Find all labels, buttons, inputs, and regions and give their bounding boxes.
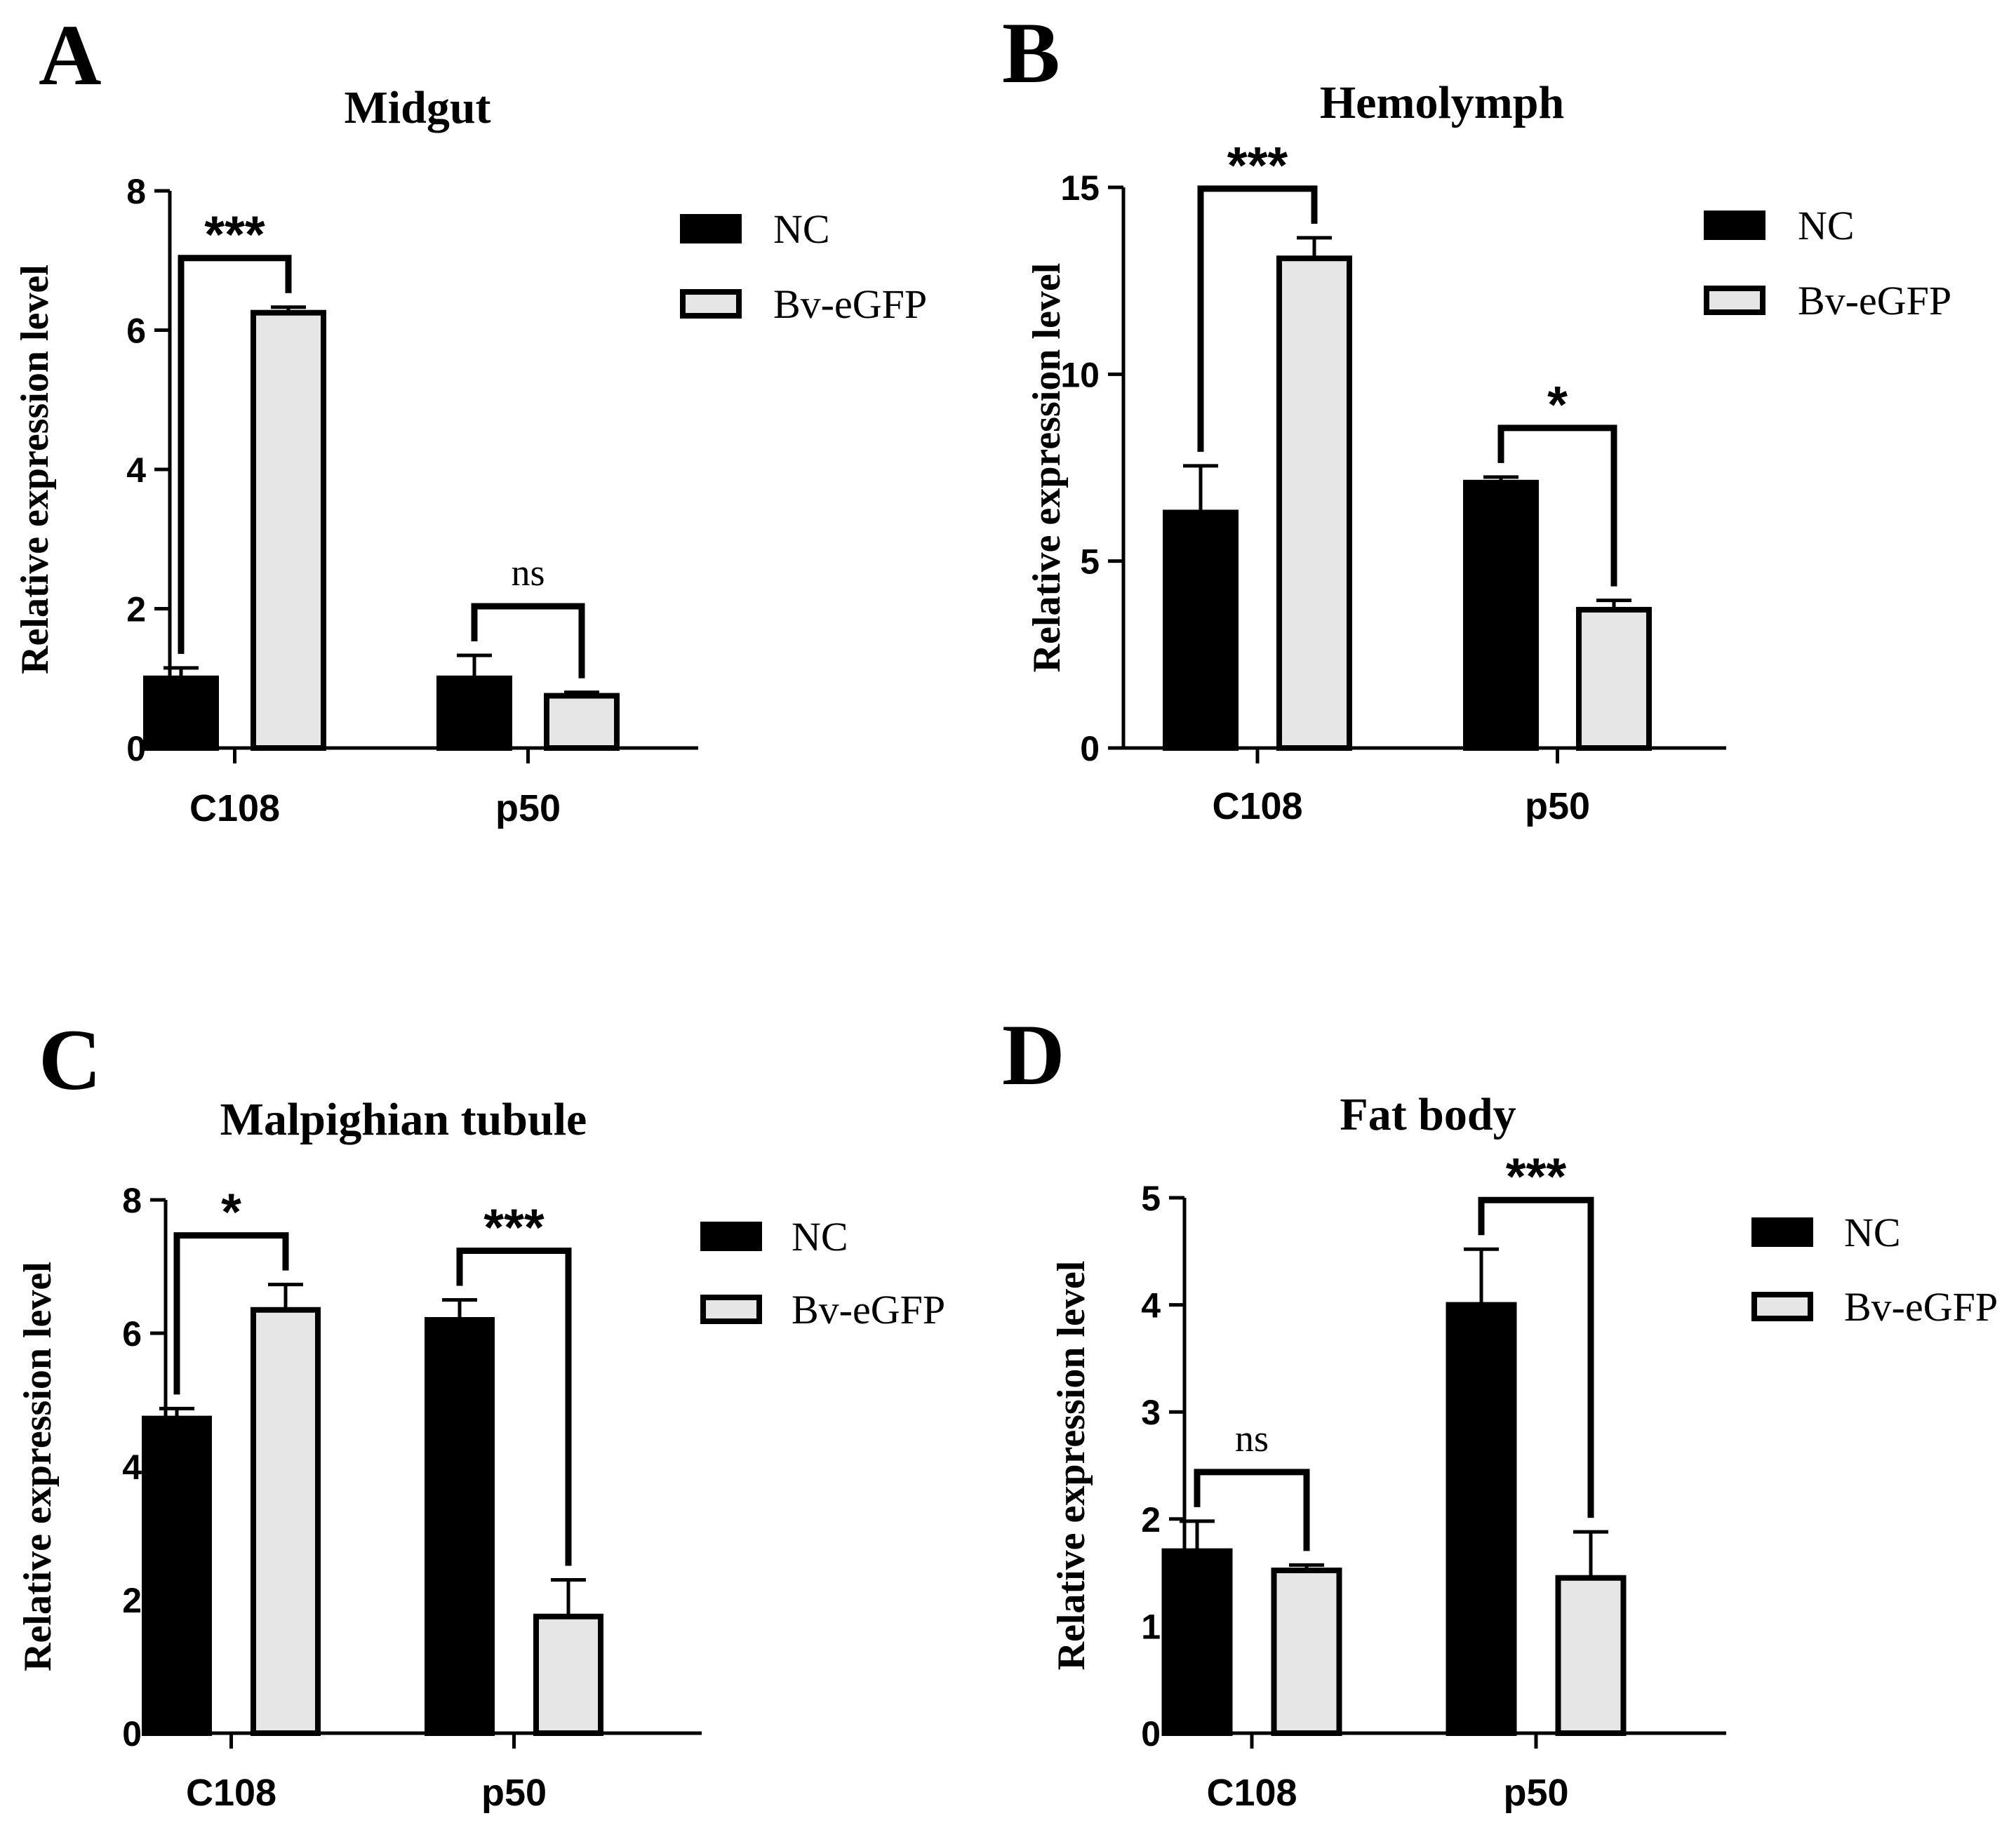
significance-bracket [471,603,585,679]
chart-title: Hemolymph [1320,77,1564,128]
significance-label: * [1547,375,1568,434]
legend-swatch-bv-egfp [680,289,742,319]
y-tick-label: 2 [126,590,146,629]
x-tick-label: C108 [1212,785,1302,827]
x-tick-label: p50 [1525,785,1590,827]
bar-nc-c108 [1161,1548,1233,1737]
bar-nc-c108 [142,1415,212,1736]
bar-bv-egfp-c108 [251,309,326,751]
y-axis-label: Relative expression level [1025,263,1069,673]
x-tick-label: C108 [1206,1772,1297,1814]
y-tick-label: 3 [1141,1393,1161,1432]
y-tick-label: 4 [1141,1286,1161,1325]
y-axis-label: Relative expression level [1050,1261,1093,1671]
y-axis-label: Relative expression level [16,1262,60,1671]
significance-label: ns [511,552,545,594]
significance-bracket [178,255,292,654]
x-tick-label: p50 [495,787,561,829]
legend-label-bv-egfp: Bv-eGFP [773,281,927,327]
x-tick-label: C108 [189,787,280,829]
panel-letter: A [39,7,102,103]
legend-swatch-nc [1704,211,1765,240]
bar-bv-egfp-p50 [533,1613,603,1736]
chart-title: Fat body [1340,1089,1516,1140]
y-tick-label: 1 [1141,1607,1161,1646]
significance-label: ns [1235,1417,1269,1460]
y-tick-label: 0 [1080,729,1100,768]
bar-nc-c108 [143,675,219,751]
y-tick-label: 0 [1141,1714,1161,1754]
panel-letter: D [1002,1007,1065,1103]
y-tick-label: 5 [1141,1179,1161,1218]
legend-label-bv-egfp: Bv-eGFP [1798,278,1951,323]
legend-label-nc: NC [792,1214,848,1260]
legend-swatch-nc [680,214,742,243]
legend-label-bv-egfp: Bv-eGFP [1844,1284,1998,1330]
y-tick-label: 4 [122,1448,142,1487]
bar-bv-egfp-p50 [1576,606,1652,751]
y-tick-label: 6 [126,312,146,351]
legend-label-bv-egfp: Bv-eGFP [792,1287,945,1333]
chart-title: Midgut [344,82,490,133]
legend-label-nc: NC [1844,1210,1901,1255]
y-tick-label: 2 [1141,1500,1161,1540]
significance-bracket [456,1248,572,1566]
panel-letter: B [1002,5,1060,101]
y-tick-label: 10 [1060,355,1100,394]
legend-label-nc: NC [1798,203,1855,248]
y-tick-label: 4 [126,450,146,490]
y-tick-label: 0 [122,1714,142,1754]
significance-bracket [1497,425,1617,587]
y-tick-label: 5 [1080,542,1100,582]
panel-letter: C [39,1012,102,1108]
chart-title: Malpighian tubule [220,1094,587,1145]
panel-b: B Hemolymph Relative expression level 0 5 10 1… [1002,5,1951,827]
significance-bracket [1194,1469,1310,1551]
y-tick-label: 0 [126,729,146,768]
legend-swatch-bv-egfp [700,1295,762,1324]
significance-label: * [221,1183,241,1241]
bar-bv-egfp-c108 [1271,1568,1342,1737]
significance-bracket [1478,1196,1594,1518]
panel-d: D Fat body Relative expression level 0 1 2 3 4 5… [1002,1007,1998,1814]
legend-swatch-nc [700,1222,762,1251]
panel-c: C Malpighian tubule Relative expression le… [16,1012,945,1814]
bar-nc-p50 [425,1317,495,1736]
bar-bv-egfp-p50 [544,693,620,751]
legend-swatch-bv-egfp [1704,286,1765,315]
significance-bracket [173,1232,289,1395]
bar-nc-c108 [1163,509,1239,751]
bar-bv-egfp-c108 [251,1307,321,1736]
legend-swatch-nc [1751,1217,1813,1247]
y-tick-label: 15 [1060,168,1100,208]
x-tick-label: C108 [186,1772,276,1814]
y-tick-label: 8 [122,1181,142,1220]
y-tick-label: 2 [122,1581,142,1620]
y-axis-label: Relative expression level [13,265,57,674]
x-tick-label: p50 [481,1772,547,1814]
bar-bv-egfp-c108 [1276,255,1352,751]
significance-label: *** [1506,1147,1567,1205]
y-tick-label: 6 [122,1314,142,1354]
y-tick-label: 8 [126,172,146,211]
bar-nc-p50 [1446,1302,1517,1736]
bar-nc-p50 [436,675,512,751]
legend-swatch-bv-egfp [1751,1292,1813,1321]
bar-bv-egfp-p50 [1555,1575,1627,1736]
significance-label: *** [1227,136,1288,194]
panel-a: A Midgut Relative expression level 0 2 4 6 8 C10… [13,7,927,829]
significance-label: *** [483,1198,545,1257]
significance-bracket [1197,185,1318,452]
x-tick-label: p50 [1503,1772,1568,1814]
legend-label-nc: NC [773,206,830,252]
significance-label: *** [204,206,265,264]
bar-nc-p50 [1463,479,1539,751]
